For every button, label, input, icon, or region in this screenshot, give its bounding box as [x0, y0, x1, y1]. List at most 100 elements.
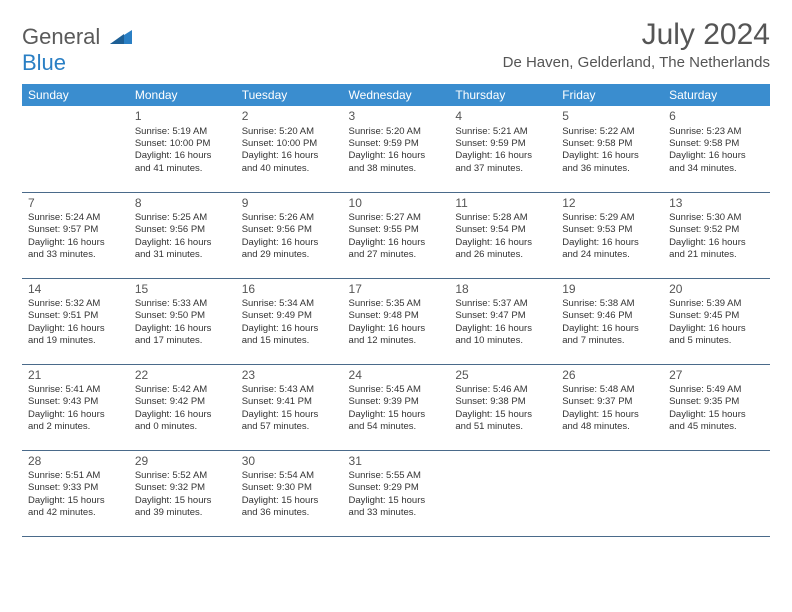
daylight-line: Daylight: 16 hours and 29 minutes.: [242, 237, 337, 262]
calendar-cell: 30Sunrise: 5:54 AMSunset: 9:30 PMDayligh…: [236, 450, 343, 536]
sunset-line: Sunset: 9:48 PM: [349, 310, 444, 322]
daylight-line: Daylight: 15 hours and 57 minutes.: [242, 409, 337, 434]
calendar-cell: [449, 450, 556, 536]
sunset-line: Sunset: 9:45 PM: [669, 310, 764, 322]
title-block: July 2024 De Haven, Gelderland, The Neth…: [503, 18, 770, 71]
daylight-line: Daylight: 15 hours and 45 minutes.: [669, 409, 764, 434]
sunset-line: Sunset: 9:52 PM: [669, 224, 764, 236]
daylight-line: Daylight: 16 hours and 41 minutes.: [135, 150, 230, 175]
daylight-line: Daylight: 16 hours and 36 minutes.: [562, 150, 657, 175]
day-number: 19: [562, 282, 657, 298]
sunrise-line: Sunrise: 5:23 AM: [669, 126, 764, 138]
day-number: 3: [349, 109, 444, 125]
sunrise-line: Sunrise: 5:48 AM: [562, 384, 657, 396]
day-number: 24: [349, 368, 444, 384]
sunrise-line: Sunrise: 5:49 AM: [669, 384, 764, 396]
sunrise-line: Sunrise: 5:27 AM: [349, 212, 444, 224]
daylight-line: Daylight: 16 hours and 26 minutes.: [455, 237, 550, 262]
calendar-cell: 7Sunrise: 5:24 AMSunset: 9:57 PMDaylight…: [22, 192, 129, 278]
sunset-line: Sunset: 9:55 PM: [349, 224, 444, 236]
calendar-cell: 1Sunrise: 5:19 AMSunset: 10:00 PMDayligh…: [129, 106, 236, 192]
sunrise-line: Sunrise: 5:33 AM: [135, 298, 230, 310]
dayhead-mon: Monday: [129, 84, 236, 106]
calendar-cell: [556, 450, 663, 536]
calendar-cell: 11Sunrise: 5:28 AMSunset: 9:54 PMDayligh…: [449, 192, 556, 278]
day-number: 12: [562, 196, 657, 212]
sunrise-line: Sunrise: 5:34 AM: [242, 298, 337, 310]
sunrise-line: Sunrise: 5:28 AM: [455, 212, 550, 224]
logo-triangle-icon: [110, 28, 132, 44]
day-number: 7: [28, 196, 123, 212]
sunrise-line: Sunrise: 5:25 AM: [135, 212, 230, 224]
calendar-cell: 25Sunrise: 5:46 AMSunset: 9:38 PMDayligh…: [449, 364, 556, 450]
calendar-cell: 14Sunrise: 5:32 AMSunset: 9:51 PMDayligh…: [22, 278, 129, 364]
sunrise-line: Sunrise: 5:20 AM: [242, 126, 337, 138]
sunset-line: Sunset: 9:29 PM: [349, 482, 444, 494]
daylight-line: Daylight: 16 hours and 34 minutes.: [669, 150, 764, 175]
calendar-cell: 13Sunrise: 5:30 AMSunset: 9:52 PMDayligh…: [663, 192, 770, 278]
location: De Haven, Gelderland, The Netherlands: [503, 54, 770, 71]
logo: General Blue: [22, 24, 132, 76]
day-number: 8: [135, 196, 230, 212]
sunset-line: Sunset: 9:38 PM: [455, 396, 550, 408]
day-number: 21: [28, 368, 123, 384]
logo-text: General Blue: [22, 24, 132, 76]
sunset-line: Sunset: 9:51 PM: [28, 310, 123, 322]
sunrise-line: Sunrise: 5:26 AM: [242, 212, 337, 224]
sunrise-line: Sunrise: 5:32 AM: [28, 298, 123, 310]
calendar-cell: 2Sunrise: 5:20 AMSunset: 10:00 PMDayligh…: [236, 106, 343, 192]
daylight-line: Daylight: 15 hours and 36 minutes.: [242, 495, 337, 520]
day-number: 11: [455, 196, 550, 212]
sunrise-line: Sunrise: 5:20 AM: [349, 126, 444, 138]
daylight-line: Daylight: 15 hours and 54 minutes.: [349, 409, 444, 434]
day-number: 10: [349, 196, 444, 212]
sunrise-line: Sunrise: 5:19 AM: [135, 126, 230, 138]
calendar-cell: 4Sunrise: 5:21 AMSunset: 9:59 PMDaylight…: [449, 106, 556, 192]
sunrise-line: Sunrise: 5:45 AM: [349, 384, 444, 396]
calendar-table: Sunday Monday Tuesday Wednesday Thursday…: [22, 84, 770, 537]
day-number: 5: [562, 109, 657, 125]
sunrise-line: Sunrise: 5:41 AM: [28, 384, 123, 396]
sunrise-line: Sunrise: 5:29 AM: [562, 212, 657, 224]
dayhead-fri: Friday: [556, 84, 663, 106]
calendar-cell: 12Sunrise: 5:29 AMSunset: 9:53 PMDayligh…: [556, 192, 663, 278]
sunset-line: Sunset: 9:46 PM: [562, 310, 657, 322]
sunrise-line: Sunrise: 5:39 AM: [669, 298, 764, 310]
sunset-line: Sunset: 9:50 PM: [135, 310, 230, 322]
sunrise-line: Sunrise: 5:43 AM: [242, 384, 337, 396]
daylight-line: Daylight: 16 hours and 12 minutes.: [349, 323, 444, 348]
day-number: 16: [242, 282, 337, 298]
sunset-line: Sunset: 9:49 PM: [242, 310, 337, 322]
calendar-cell: 20Sunrise: 5:39 AMSunset: 9:45 PMDayligh…: [663, 278, 770, 364]
day-number: 25: [455, 368, 550, 384]
dayhead-thu: Thursday: [449, 84, 556, 106]
sunrise-line: Sunrise: 5:55 AM: [349, 470, 444, 482]
sunrise-line: Sunrise: 5:46 AM: [455, 384, 550, 396]
sunrise-line: Sunrise: 5:54 AM: [242, 470, 337, 482]
daylight-line: Daylight: 15 hours and 42 minutes.: [28, 495, 123, 520]
calendar-cell: 31Sunrise: 5:55 AMSunset: 9:29 PMDayligh…: [343, 450, 450, 536]
sunset-line: Sunset: 9:37 PM: [562, 396, 657, 408]
logo-text-blue: Blue: [22, 50, 66, 75]
dayhead-row: Sunday Monday Tuesday Wednesday Thursday…: [22, 84, 770, 106]
sunset-line: Sunset: 9:56 PM: [135, 224, 230, 236]
daylight-line: Daylight: 16 hours and 27 minutes.: [349, 237, 444, 262]
daylight-line: Daylight: 16 hours and 5 minutes.: [669, 323, 764, 348]
calendar-row: 14Sunrise: 5:32 AMSunset: 9:51 PMDayligh…: [22, 278, 770, 364]
calendar-cell: 26Sunrise: 5:48 AMSunset: 9:37 PMDayligh…: [556, 364, 663, 450]
calendar-cell: 10Sunrise: 5:27 AMSunset: 9:55 PMDayligh…: [343, 192, 450, 278]
day-number: 9: [242, 196, 337, 212]
logo-text-gray: General: [22, 24, 100, 49]
sunset-line: Sunset: 9:30 PM: [242, 482, 337, 494]
calendar-cell: 24Sunrise: 5:45 AMSunset: 9:39 PMDayligh…: [343, 364, 450, 450]
calendar-row: 28Sunrise: 5:51 AMSunset: 9:33 PMDayligh…: [22, 450, 770, 536]
day-number: 17: [349, 282, 444, 298]
day-number: 13: [669, 196, 764, 212]
sunset-line: Sunset: 10:00 PM: [135, 138, 230, 150]
day-number: 18: [455, 282, 550, 298]
dayhead-sat: Saturday: [663, 84, 770, 106]
day-number: 26: [562, 368, 657, 384]
daylight-line: Daylight: 15 hours and 39 minutes.: [135, 495, 230, 520]
sunset-line: Sunset: 9:35 PM: [669, 396, 764, 408]
daylight-line: Daylight: 16 hours and 17 minutes.: [135, 323, 230, 348]
